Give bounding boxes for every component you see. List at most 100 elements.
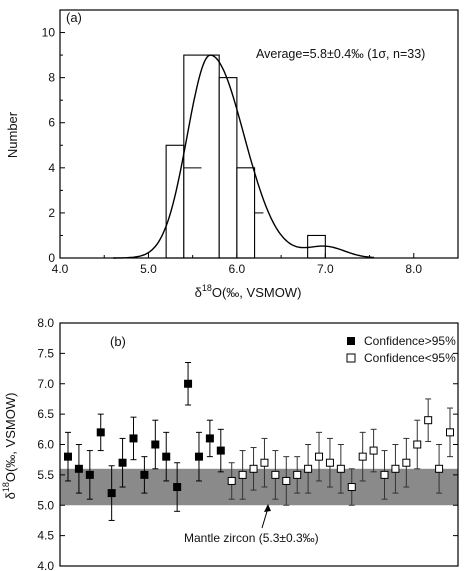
marker-filled-square [140,470,149,479]
scatter-points [64,361,454,521]
data-point-low-confidence [435,444,444,494]
data-point-high-confidence [216,428,225,473]
data-point-high-confidence [129,416,138,461]
y-label-delta: δ [3,492,18,499]
histogram-y-label: Number [5,111,20,158]
marker-open-square [260,458,269,467]
marker-open-square [238,470,247,479]
scatter-panel: 4.0 4.5 5.0 5.5 6.0 6.5 7.0 7.5 8.0 (b) Confiden… [1,316,459,571]
legend-marker-filled [347,337,355,345]
distribution-curve [113,54,375,259]
data-point-high-confidence [96,413,105,452]
y-tick-label: 5.0 [37,498,54,512]
x-tick-label: 5.0 [140,262,157,276]
histogram-x-label: δ18O(‰, VSMOW) [195,283,302,300]
marker-filled-square [129,434,138,443]
legend-label-open: Confidence<95% [364,351,456,365]
x-tick-label: 4.0 [52,262,69,276]
data-point-low-confidence [402,437,411,488]
data-point-high-confidence [151,419,160,470]
data-point-low-confidence [369,428,378,473]
y-tick-label: 5.5 [37,468,54,482]
marker-filled-square [96,428,105,437]
mantle-zircon-label: Mantle zircon (5.3±0.3‰) [184,531,319,545]
data-point-low-confidence [347,468,356,506]
data-point-high-confidence [184,361,193,406]
marker-open-square [293,470,302,479]
marker-open-square [315,452,324,461]
y-tick-label: 0 [48,251,55,265]
marker-filled-square [107,489,116,498]
y-tick-label: 8 [48,71,55,85]
panel-label-b: (b) [110,334,126,349]
y-tick-label: 4.0 [37,559,54,571]
marker-filled-square [74,464,83,473]
data-point-low-confidence [391,444,400,494]
data-point-low-confidence [227,462,236,500]
data-point-low-confidence [249,447,258,491]
histogram-y-ticks: 0 2 4 6 8 10 [42,26,65,265]
marker-filled-square [173,483,182,492]
data-point-low-confidence [358,431,367,482]
average-annotation: Average=5.8±0.4‰ (1σ, n=33) [256,47,425,61]
y-tick-label: 4.5 [37,529,54,543]
marker-open-square [271,470,280,479]
marker-open-square [402,458,411,467]
x-label-superscript: 18 [202,283,212,293]
marker-filled-square [194,452,203,461]
histogram-x-ticks: 4.0 5.0 6.0 7.0 8.0 [52,253,422,276]
marker-open-square [325,458,334,467]
data-point-low-confidence [413,419,422,470]
data-point-high-confidence [74,444,83,494]
y-label-superscript: 18 [1,482,11,492]
mantle-zircon-band [60,468,458,506]
y-tick-label: 7.0 [37,377,54,391]
marker-open-square [249,464,258,473]
marker-open-square [347,483,356,492]
data-point-low-confidence [260,437,269,488]
y-tick-label: 6 [48,116,55,130]
data-point-low-confidence [238,450,247,500]
data-point-low-confidence [325,437,334,488]
histogram-bar [165,144,185,259]
y-tick-label: 2 [48,206,55,220]
x-tick-label: 6.0 [229,262,246,276]
histogram-bar [236,167,256,259]
marker-open-square [435,464,444,473]
panel-label-a: (a) [66,10,82,25]
marker-open-square [304,464,313,473]
marker-open-square [413,440,422,449]
marker-filled-square [184,379,193,388]
data-point-low-confidence [380,450,389,500]
y-label-rest: O(‰, VSMOW) [3,393,18,483]
histogram-bar [218,77,238,259]
marker-open-square [446,428,454,437]
marker-open-square [391,464,400,473]
marker-open-square [358,452,367,461]
marker-open-square [336,464,345,473]
data-point-high-confidence [205,419,214,458]
marker-filled-square [216,446,225,455]
x-tick-label: 7.0 [317,262,334,276]
data-point-high-confidence [140,456,149,494]
data-point-high-confidence [107,465,116,521]
data-point-high-confidence [118,437,127,488]
histogram-frame [59,9,459,259]
x-label-delta: δ [195,285,202,300]
data-point-high-confidence [194,431,203,482]
legend-marker-open [346,353,356,363]
data-point-low-confidence [424,398,433,442]
y-tick-label: 7.5 [37,346,54,360]
marker-filled-square [205,434,214,443]
data-point-low-confidence [293,456,302,494]
data-point-low-confidence [282,456,291,506]
data-point-low-confidence [271,450,280,500]
marker-open-square [227,476,236,485]
marker-filled-square [151,440,160,449]
y-tick-label: 6.5 [37,407,54,421]
data-point-low-confidence [446,407,454,458]
marker-open-square [380,470,389,479]
marker-open-square [282,476,291,485]
marker-filled-square [162,452,171,461]
